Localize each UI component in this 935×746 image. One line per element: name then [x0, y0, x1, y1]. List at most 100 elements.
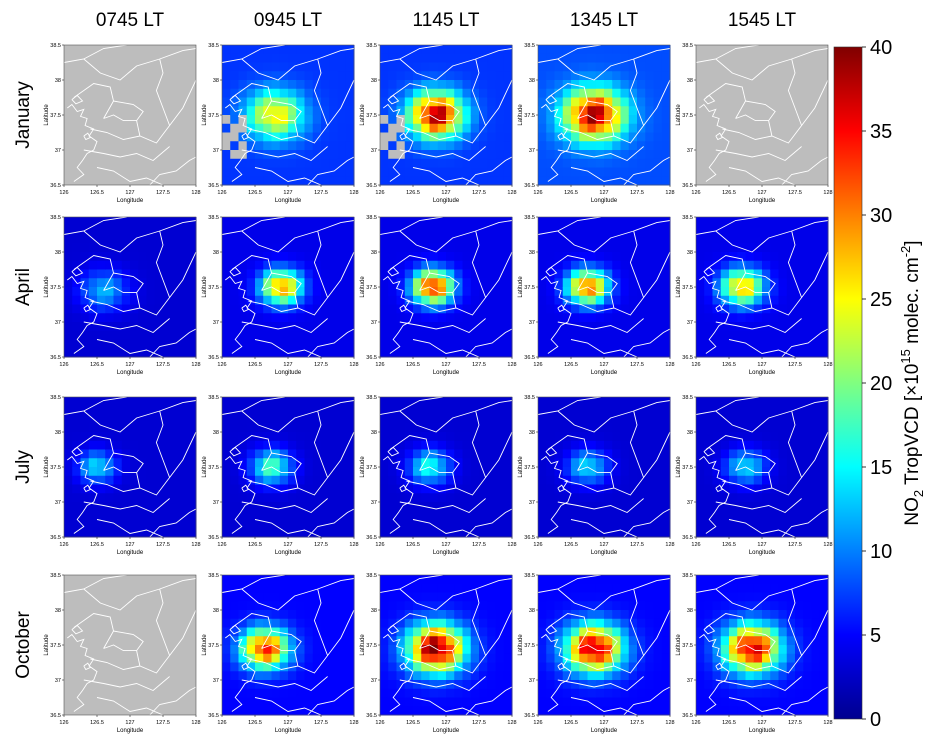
heatmap-cell	[396, 313, 406, 323]
heatmap-cell	[230, 493, 239, 503]
heatmap-cell	[503, 141, 513, 151]
heatmap-cell	[312, 252, 322, 262]
heatmap-cell	[312, 330, 322, 340]
heatmap-cell	[404, 106, 414, 116]
heatmap-cell	[454, 330, 463, 340]
heatmap-cell	[154, 287, 164, 297]
boundary-line	[229, 624, 242, 635]
heatmap-cell	[653, 217, 663, 227]
heatmap-cell	[279, 405, 289, 415]
heatmap-cell	[745, 475, 755, 485]
heatmap-cell	[421, 706, 430, 716]
heatmap-cell	[696, 645, 705, 655]
y-tick-label: 36.5	[50, 535, 61, 541]
heatmap-cell	[230, 653, 239, 663]
heatmap-cell	[786, 330, 796, 340]
heatmap-cell	[620, 295, 630, 305]
heatmap-cell	[345, 322, 355, 332]
heatmap-cell	[80, 243, 90, 253]
heatmap-cell	[404, 493, 414, 503]
heatmap-cell	[661, 493, 671, 503]
heatmap-cell	[645, 510, 654, 520]
heatmap-cell	[546, 295, 555, 305]
heatmap-cell	[470, 304, 480, 314]
heatmap-cell	[762, 449, 771, 459]
heatmap-cell	[255, 706, 264, 716]
heatmap-cell	[562, 278, 572, 288]
admin-boundaries	[64, 397, 197, 537]
heatmap-cell	[146, 295, 156, 305]
heatmap-cell	[487, 671, 496, 681]
heatmap-cell	[171, 467, 180, 477]
heatmap-cell	[222, 304, 231, 314]
heatmap-cell	[288, 601, 297, 611]
heatmap-cell	[404, 636, 414, 646]
x-tick-label: 126.5	[406, 190, 420, 196]
heatmap-cell	[579, 115, 588, 125]
heatmap-cell	[446, 234, 455, 244]
heatmap-cell	[487, 519, 496, 529]
heatmap-cell	[454, 645, 463, 655]
heatmap-cell	[97, 260, 106, 270]
heatmap-cell	[587, 141, 597, 151]
x-tick-label: 127	[599, 720, 608, 726]
heatmap-cell	[620, 475, 630, 485]
heatmap-cell	[645, 592, 654, 602]
admin-boundaries	[538, 45, 671, 185]
heatmap-cell	[571, 123, 580, 133]
heatmap-cell	[446, 440, 455, 450]
x-tick-label: 128	[823, 362, 832, 368]
heatmap-cell	[421, 618, 430, 628]
heatmap-cell	[312, 575, 322, 585]
heatmap-cell	[696, 697, 705, 707]
heatmap-cell	[628, 440, 638, 450]
heatmap-cell	[653, 322, 663, 332]
heatmap-cell	[628, 71, 638, 81]
heatmap-cell	[246, 260, 256, 270]
heatmap-cell	[80, 287, 90, 297]
heatmap-cell	[620, 510, 630, 520]
heatmap-cell	[661, 432, 671, 442]
heatmap-cell	[503, 414, 513, 424]
heatmap-cell	[271, 688, 281, 698]
heatmap-cell	[187, 252, 197, 262]
heatmap-cell	[163, 234, 172, 244]
heatmap-cell	[554, 217, 564, 227]
heatmap-cell	[312, 601, 322, 611]
heatmap-cell	[819, 467, 829, 477]
heatmap-cell	[288, 243, 297, 253]
heatmap-cell	[246, 405, 256, 415]
admin-boundaries	[538, 397, 671, 537]
heatmap-cell	[304, 287, 314, 297]
heatmap-cell	[762, 260, 771, 270]
heatmap-cell	[579, 80, 588, 90]
heatmap-cell	[653, 467, 663, 477]
heatmap-cell	[704, 484, 713, 494]
heatmap-cell	[146, 449, 156, 459]
y-tick-label: 37.5	[208, 465, 219, 471]
heatmap-cell	[296, 475, 305, 485]
heatmap-cell	[413, 475, 422, 485]
heatmap-cell	[64, 397, 73, 407]
heatmap-cell	[653, 592, 663, 602]
heatmap-cell	[230, 440, 239, 450]
boundary-line	[96, 697, 164, 715]
heatmap-cell	[538, 627, 547, 637]
heatmap-cell	[446, 322, 455, 332]
heatmap-cell	[304, 304, 314, 314]
heatmap-cell	[661, 601, 671, 611]
heatmap-cell	[163, 304, 172, 314]
heatmap-cell	[571, 583, 580, 593]
heatmap-cell	[238, 627, 248, 637]
heatmap-cell	[337, 304, 347, 314]
heatmap-cell	[304, 440, 314, 450]
heatmap-cell	[429, 440, 439, 450]
heatmap-cell	[479, 414, 488, 424]
heatmap-cell	[255, 287, 264, 297]
heatmap-cell	[329, 475, 338, 485]
heatmap-cell	[645, 278, 654, 288]
heatmap-cell	[446, 575, 455, 585]
heatmap-cell	[437, 330, 447, 340]
x-tick-label: 127.5	[156, 362, 170, 368]
heatmap-cell	[105, 295, 114, 305]
